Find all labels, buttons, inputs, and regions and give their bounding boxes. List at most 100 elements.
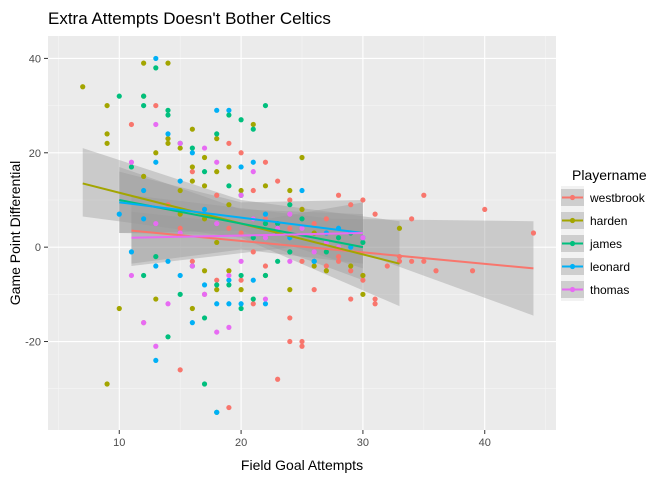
data-point-westbrook (263, 160, 268, 165)
data-point-westbrook (336, 259, 341, 264)
data-point-westbrook (214, 278, 219, 283)
data-point-westbrook (324, 216, 329, 221)
data-point-harden (348, 263, 353, 268)
data-point-harden (238, 188, 243, 193)
data-point-thomas (287, 259, 292, 264)
data-point-leonard (312, 259, 317, 264)
data-point-harden (190, 306, 195, 311)
data-point-leonard (202, 282, 207, 287)
data-point-leonard (178, 273, 183, 278)
data-point-harden (202, 155, 207, 160)
data-point-westbrook (348, 296, 353, 301)
data-point-thomas (226, 273, 231, 278)
legend-label-leonard: leonard (590, 260, 630, 274)
data-point-james (275, 259, 280, 264)
data-point-leonard (117, 212, 122, 217)
data-point-harden (312, 263, 317, 268)
data-point-leonard (202, 207, 207, 212)
data-point-westbrook (226, 405, 231, 410)
data-point-leonard (226, 278, 231, 283)
data-point-james (251, 296, 256, 301)
data-point-james (202, 169, 207, 174)
data-point-westbrook (470, 268, 475, 273)
data-point-thomas (238, 193, 243, 198)
data-point-westbrook (312, 221, 317, 226)
data-point-harden (238, 287, 243, 292)
y-axis: -20 0 20 40 (25, 53, 41, 348)
data-point-harden (324, 268, 329, 273)
data-point-james (238, 117, 243, 122)
data-point-james (129, 164, 134, 169)
data-point-harden (141, 174, 146, 179)
data-point-leonard (129, 249, 134, 254)
x-tick-label: 10 (113, 437, 125, 449)
data-point-westbrook (251, 249, 256, 254)
y-tick-label: 0 (35, 242, 41, 254)
data-point-thomas (153, 122, 158, 127)
data-point-harden (104, 381, 109, 386)
data-point-leonard (226, 301, 231, 306)
data-point-westbrook (482, 207, 487, 212)
x-axis: 10 20 30 40 (113, 437, 491, 449)
legend-label-james: james (589, 237, 622, 251)
y-tick-label: -20 (25, 337, 41, 349)
data-point-leonard (263, 301, 268, 306)
data-point-james (165, 334, 170, 339)
data-point-westbrook (421, 193, 426, 198)
data-point-westbrook (214, 193, 219, 198)
data-point-harden (299, 155, 304, 160)
data-point-james (263, 103, 268, 108)
data-point-westbrook (385, 263, 390, 268)
data-point-thomas (214, 329, 219, 334)
data-point-westbrook (372, 212, 377, 217)
data-point-harden (104, 141, 109, 146)
x-tick-label: 40 (479, 437, 491, 449)
y-tick-label: 40 (29, 53, 41, 65)
x-axis-label: Field Goal Attempts (241, 457, 363, 473)
data-point-leonard (178, 178, 183, 183)
data-point-leonard (190, 150, 195, 155)
data-point-westbrook (287, 197, 292, 202)
data-point-james (190, 145, 195, 150)
data-point-james (251, 127, 256, 132)
data-point-leonard (141, 188, 146, 193)
data-point-thomas (312, 249, 317, 254)
data-point-thomas (153, 221, 158, 226)
data-point-harden (299, 207, 304, 212)
data-point-westbrook (178, 367, 183, 372)
data-point-thomas (129, 160, 134, 165)
data-point-westbrook (324, 263, 329, 268)
data-point-westbrook (360, 197, 365, 202)
data-point-james (287, 202, 292, 207)
data-point-westbrook (336, 254, 341, 259)
data-point-harden (251, 122, 256, 127)
data-point-harden (165, 136, 170, 141)
data-point-harden (263, 183, 268, 188)
data-point-leonard (153, 160, 158, 165)
data-point-westbrook (190, 169, 195, 174)
data-point-thomas (251, 169, 256, 174)
data-point-thomas (141, 320, 146, 325)
data-point-leonard (153, 56, 158, 61)
data-point-westbrook (299, 259, 304, 264)
data-point-harden (153, 150, 158, 155)
data-point-thomas (202, 145, 207, 150)
x-tick-label: 30 (357, 437, 369, 449)
y-tick-label: 20 (29, 148, 41, 160)
data-point-westbrook (287, 315, 292, 320)
data-point-leonard (190, 320, 195, 325)
data-point-westbrook (275, 377, 280, 382)
data-point-westbrook (348, 268, 353, 273)
data-point-harden (202, 268, 207, 273)
data-point-leonard (263, 212, 268, 217)
data-point-thomas (214, 160, 219, 165)
data-point-westbrook (421, 259, 426, 264)
data-point-leonard (238, 164, 243, 169)
data-point-westbrook (238, 278, 243, 283)
data-point-harden (153, 296, 158, 301)
data-point-westbrook (178, 226, 183, 231)
data-point-westbrook (238, 150, 243, 155)
data-point-harden (360, 273, 365, 278)
data-point-james (165, 112, 170, 117)
legend-key-point-leonard (570, 264, 575, 269)
